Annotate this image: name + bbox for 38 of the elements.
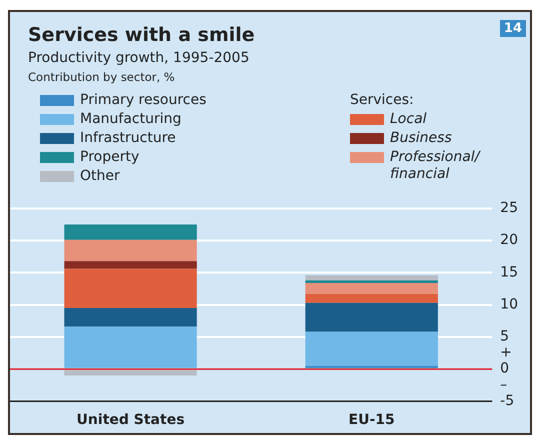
y-tick-label: 25 bbox=[500, 200, 518, 216]
x-tick-label: United States bbox=[76, 412, 185, 428]
bar bbox=[64, 224, 197, 240]
legend-label: Professional/ financial bbox=[390, 149, 482, 183]
legend-label: Manufacturing bbox=[80, 111, 182, 127]
legend-label: Local bbox=[390, 111, 427, 128]
bar bbox=[64, 308, 197, 327]
bar bbox=[305, 294, 438, 303]
legend-label: Property bbox=[80, 149, 140, 165]
bar bbox=[305, 275, 438, 280]
bar bbox=[305, 302, 438, 332]
bar bbox=[64, 268, 197, 308]
y-tick-label: + bbox=[500, 344, 512, 361]
y-tick-label: 5 bbox=[500, 328, 510, 345]
legend-label: Other bbox=[80, 168, 120, 184]
x-tick-label: EU-15 bbox=[348, 412, 395, 428]
bar bbox=[305, 280, 438, 283]
bar bbox=[305, 366, 438, 368]
y-tick-label: 20 bbox=[500, 232, 518, 248]
bar bbox=[305, 282, 438, 294]
y-tick-label: -5 bbox=[500, 392, 514, 409]
bar bbox=[64, 261, 197, 269]
y-tick-label: 0 bbox=[500, 360, 510, 377]
y-tick-label: – bbox=[500, 376, 508, 393]
bar bbox=[64, 240, 197, 262]
text: Contribution by sector, % bbox=[28, 70, 175, 84]
text: 14 bbox=[500, 20, 526, 37]
legend-label: Business bbox=[390, 130, 452, 147]
bar bbox=[305, 332, 438, 366]
legend-label: Primary resources bbox=[80, 92, 206, 108]
chart-subtitle: Productivity growth, 1995-2005 bbox=[28, 50, 250, 66]
legend-title: Services: bbox=[350, 92, 415, 110]
legend-label: Infrastructure bbox=[80, 130, 176, 146]
chart-title: Services with a smile bbox=[28, 24, 255, 46]
y-tick-label: 10 bbox=[500, 296, 518, 312]
bar bbox=[64, 326, 197, 368]
y-tick-label: 15 bbox=[500, 264, 518, 280]
bar bbox=[64, 370, 197, 376]
